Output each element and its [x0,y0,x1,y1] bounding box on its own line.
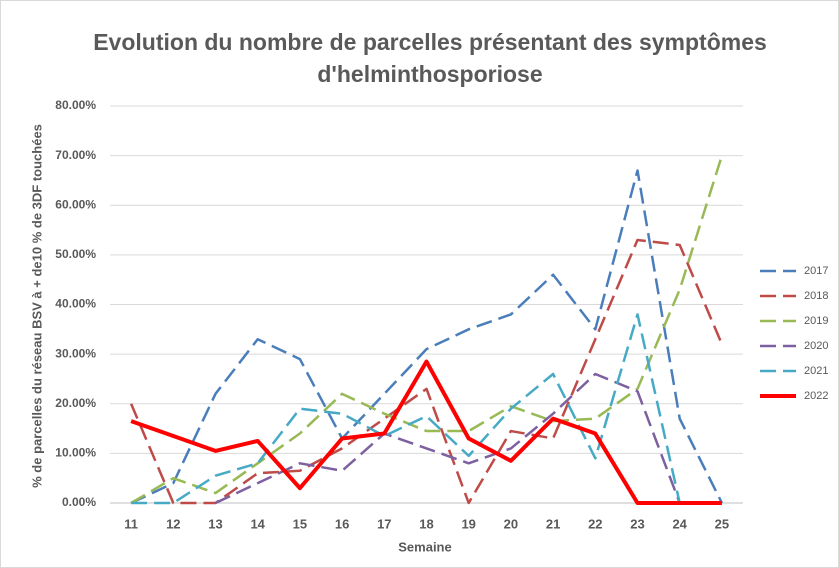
series-line [131,313,681,505]
series-line [214,372,681,505]
y-axis-label: % de parcelles du réseau BSV à + de10 % … [29,124,44,488]
y-tick-label: 70.00% [55,148,96,162]
x-tick-label: 21 [546,516,560,531]
x-tick-label: 18 [419,516,433,531]
x-tick-label: 14 [250,516,265,531]
x-tick-label: 15 [293,516,307,531]
x-tick-label: 20 [504,516,518,531]
series-line [130,155,724,505]
x-tick-label: 22 [588,516,602,531]
series-line [130,169,724,505]
x-tick-label: 16 [335,516,349,531]
y-tick-label: 80.00% [55,98,96,112]
legend-label: 2017 [804,265,828,277]
x-axis-label: Semaine [398,539,451,554]
x-tick-label: 11 [124,516,138,531]
x-tick-label: 13 [208,516,222,531]
series-line [130,359,722,505]
y-tick-label: 0.00% [62,495,96,509]
series-line [129,238,724,505]
x-tick-label: 23 [630,516,644,531]
y-tick-label: 60.00% [55,197,96,211]
legend-label: 2021 [804,365,828,377]
legend-label: 2018 [804,290,828,302]
y-tick-label: 10.00% [55,446,96,460]
chart-title: Evolution du nombre de parcelles présent… [93,29,767,87]
y-tick-label: 20.00% [55,396,96,410]
x-tick-label: 17 [377,516,391,531]
x-tick-label: 12 [166,516,180,531]
legend-label: 2020 [804,340,828,352]
y-tick-label: 40.00% [55,297,96,311]
legend-label: 2022 [804,390,828,402]
x-tick-label: 24 [672,516,687,531]
x-tick-label: 25 [715,516,729,531]
x-tick-label: 19 [461,516,475,531]
legend-label: 2019 [804,315,828,327]
y-tick-label: 50.00% [55,247,96,261]
y-tick-label: 30.00% [55,346,96,360]
